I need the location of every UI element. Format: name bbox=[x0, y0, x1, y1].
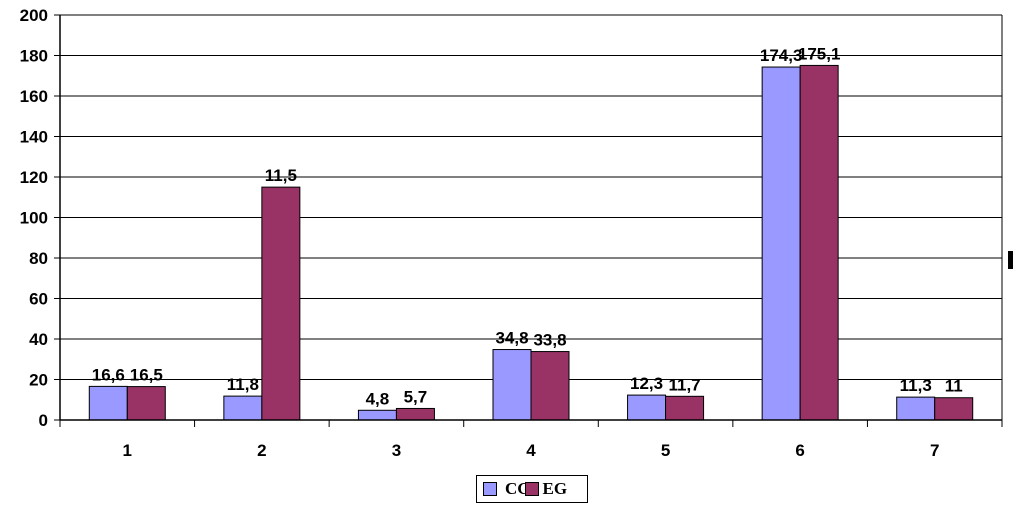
x-tick-label: 7 bbox=[930, 441, 939, 460]
legend-item-cg: CG bbox=[483, 479, 531, 499]
data-label-eg: 175,1 bbox=[798, 44, 841, 63]
legend-item-eg: EG bbox=[524, 479, 568, 499]
legend: CG EG bbox=[476, 475, 588, 503]
bar-cg bbox=[492, 349, 532, 421]
data-label-eg: 11 bbox=[945, 377, 963, 396]
data-labels: 16,6 11,8 4,8 34,8 12,3 174,3 11,3 16,5 11,5 5,7 3… bbox=[92, 44, 963, 408]
bar-cg bbox=[357, 409, 397, 421]
bar-eg bbox=[261, 186, 301, 421]
x-tick-label: 1 bbox=[123, 441, 132, 460]
data-label-eg: 33,8 bbox=[533, 331, 566, 350]
y-tick-label: 20 bbox=[29, 371, 48, 390]
x-tick-label: 6 bbox=[795, 441, 804, 460]
x-tick-label: 3 bbox=[392, 441, 401, 460]
data-label-eg: 11,7 bbox=[668, 375, 700, 394]
y-tick-label: 60 bbox=[29, 290, 48, 309]
bar-eg bbox=[395, 407, 435, 421]
legend-swatch-eg bbox=[524, 482, 539, 496]
bar-eg bbox=[799, 64, 839, 421]
bar-cg bbox=[627, 394, 667, 421]
data-label-cg: 4,8 bbox=[366, 389, 390, 408]
bar-eg bbox=[934, 397, 974, 421]
y-tick-label: 120 bbox=[20, 168, 48, 187]
data-label-eg: 5,7 bbox=[404, 387, 428, 406]
x-tick-label: 5 bbox=[661, 441, 670, 460]
y-tick-labels: 0 20 40 60 80 100 120 140 160 180 200 bbox=[20, 6, 48, 430]
y-tick-label: 100 bbox=[20, 209, 48, 228]
y-tick-label: 0 bbox=[39, 411, 48, 430]
legend-label-cg: CG bbox=[505, 479, 531, 498]
axes bbox=[54, 14, 1003, 427]
data-label-cg: 174,3 bbox=[760, 46, 803, 65]
right-edge-mark bbox=[1008, 251, 1013, 269]
bar-cg bbox=[761, 66, 801, 421]
bar-eg bbox=[530, 351, 570, 421]
data-label-cg: 16,6 bbox=[92, 365, 125, 384]
y-tick-label: 80 bbox=[29, 249, 48, 268]
x-tick-labels: 1 2 3 4 5 6 7 bbox=[123, 441, 940, 460]
x-tick-label: 4 bbox=[526, 441, 536, 460]
legend-label-eg: EG bbox=[542, 479, 568, 498]
data-label-cg: 11,8 bbox=[227, 375, 259, 394]
data-label-eg: 11,5 bbox=[265, 166, 297, 185]
bar-cg bbox=[896, 396, 936, 421]
legend-swatch-cg bbox=[483, 482, 497, 496]
y-tick-label: 160 bbox=[20, 87, 48, 106]
grid-lines bbox=[60, 14, 1002, 380]
y-tick-label: 140 bbox=[20, 128, 48, 147]
data-label-cg: 11,3 bbox=[900, 376, 932, 395]
bars bbox=[88, 64, 974, 421]
y-tick-label: 200 bbox=[20, 6, 48, 25]
bar-eg bbox=[665, 395, 705, 421]
x-tick-label: 2 bbox=[257, 441, 266, 460]
y-tick-label: 40 bbox=[29, 330, 48, 349]
bar-eg bbox=[126, 386, 166, 421]
bar-cg bbox=[223, 395, 263, 421]
y-tick-label: 180 bbox=[20, 47, 48, 66]
data-label-cg: 34,8 bbox=[495, 329, 528, 348]
data-label-cg: 12,3 bbox=[630, 374, 663, 393]
data-label-eg: 16,5 bbox=[130, 366, 163, 385]
bar-cg bbox=[88, 385, 128, 421]
